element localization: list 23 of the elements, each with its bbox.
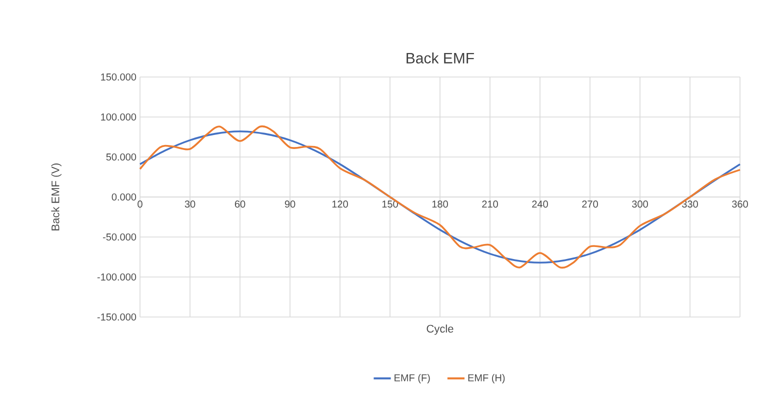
legend-label: EMF (H) [468, 374, 505, 384]
x-tick-label: 210 [482, 200, 498, 208]
x-tick-label: 180 [432, 200, 448, 208]
x-tick-label: 0 [138, 200, 142, 208]
x-tick-label: 90 [284, 200, 296, 208]
y-tick-label: 100.000 [101, 113, 136, 121]
y-axis-title: Back EMF (V) [51, 163, 62, 230]
legend-label: EMF (F) [394, 374, 430, 384]
x-tick-label: 30 [184, 200, 196, 208]
y-tick-label: -100.000 [97, 273, 136, 281]
y-tick-label: 150.000 [101, 73, 136, 81]
x-tick-label: 60 [234, 200, 246, 208]
x-tick-label: 240 [532, 200, 548, 208]
x-tick-label: 300 [632, 200, 648, 208]
chart-title: Back EMF [406, 52, 474, 64]
y-tick-label: -150.000 [97, 313, 136, 321]
x-axis-title: Cycle [426, 324, 454, 335]
y-tick-label: -50.000 [102, 233, 136, 241]
x-tick-label: 120 [332, 200, 348, 208]
x-tick-label: 270 [582, 200, 598, 208]
y-tick-label: 50.000 [106, 153, 136, 161]
x-tick-label: 360 [732, 200, 748, 208]
y-tick-label: 0.000 [112, 193, 136, 201]
